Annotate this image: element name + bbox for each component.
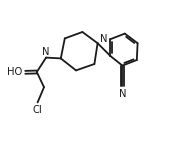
Text: N: N (42, 47, 50, 57)
Text: N: N (119, 89, 126, 99)
Text: Cl: Cl (33, 105, 42, 115)
Text: N: N (100, 34, 108, 44)
Text: HO: HO (7, 67, 22, 77)
